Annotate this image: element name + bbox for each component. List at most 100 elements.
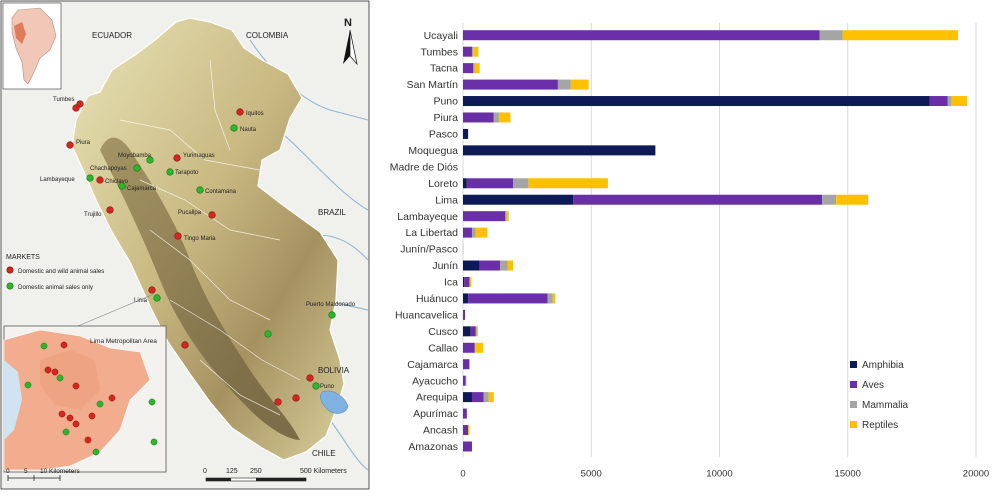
bar-tumbes-mammalia bbox=[471, 46, 474, 57]
legend-title: MARKETS bbox=[6, 254, 40, 261]
city-tumbes: Tumbes bbox=[53, 97, 74, 103]
legend-label-mammalia: Mammalia bbox=[862, 400, 909, 411]
label-colombia: COLOMBIA bbox=[246, 31, 289, 40]
bar-arequipa-amphibia bbox=[463, 392, 472, 403]
city-chachapoyas: Chachapoyas bbox=[90, 166, 127, 172]
scale-500: 500 Kilometers bbox=[300, 468, 347, 475]
city-iquitos: Iquitos bbox=[246, 111, 264, 117]
marker-contamana: Contamana bbox=[196, 186, 237, 195]
south-america-locator bbox=[2, 2, 62, 90]
category-label-ayacucho: Ayacucho bbox=[412, 375, 458, 387]
marker-pucallpa: Pucallpa bbox=[178, 210, 216, 219]
scale-125: 125 bbox=[226, 468, 238, 475]
category-label-lambayeque: Lambayeque bbox=[397, 211, 458, 223]
bar-ucayali-reptiles bbox=[842, 30, 959, 41]
bar-piura-aves bbox=[463, 112, 494, 123]
bar-pasco-amphibia bbox=[463, 128, 469, 139]
category-label-lima: Lima bbox=[435, 194, 458, 206]
x-tick-label: 5000 bbox=[581, 469, 602, 480]
marker-cusco bbox=[264, 330, 272, 338]
legend-swatch-amphibia bbox=[850, 361, 857, 368]
marker-south bbox=[181, 341, 300, 406]
category-label-madre-de-dios: Madre de Diós bbox=[390, 161, 458, 173]
chart-legend: Amphibia Aves Mammalia Reptiles bbox=[850, 360, 909, 431]
bar-ancash-aves bbox=[463, 425, 469, 436]
city-puno: Puno bbox=[320, 384, 335, 390]
inset-scale-0: 0 bbox=[6, 468, 10, 475]
bar-cajamarca-aves bbox=[463, 359, 470, 370]
city-piura: Piura bbox=[76, 140, 91, 146]
inset-scale-5: 5 bbox=[24, 468, 28, 475]
bar-tacna-aves bbox=[463, 63, 474, 74]
city-yurimaguas: Yurimaguas bbox=[183, 153, 215, 159]
x-tick-label: 15000 bbox=[835, 469, 861, 480]
bar-junin-pasco-reptiles bbox=[463, 244, 464, 255]
north-arrow-icon: N bbox=[343, 17, 358, 66]
city-tingo-maria: Tingo Maria bbox=[184, 236, 216, 242]
marker-puerto-maldonado: Puerto Maldonado bbox=[306, 302, 356, 319]
bar-piura-mammalia bbox=[493, 112, 499, 123]
legend-wild-label: Domestic and wild animal sales bbox=[18, 268, 104, 275]
bar-arequipa-aves bbox=[471, 392, 484, 403]
chart-category-labels: Ucayali Tumbes Tacna San Martín Puno Piura Pas… bbox=[390, 30, 458, 453]
category-label-apurimac: Apurímac bbox=[413, 408, 458, 420]
x-tick-label: 0 bbox=[460, 469, 465, 480]
category-label-huancavelica: Huancavelica bbox=[395, 309, 458, 321]
bar-amazonas-aves bbox=[463, 441, 472, 452]
bar-huanuco-reptiles bbox=[552, 293, 556, 304]
peru-market-map: ECUADOR COLOMBIA BRAZIL BOLIVIA CHILE N … bbox=[0, 0, 370, 490]
city-chiclayo: Chiclayo bbox=[105, 179, 129, 185]
category-label-junin: Junín bbox=[432, 260, 458, 272]
bar-huanuco-aves bbox=[468, 293, 548, 304]
lima-inset: Lima Metropolitan Area bbox=[3, 325, 167, 473]
marker-lambayeque: Lambayeque Chiclayo bbox=[40, 174, 129, 185]
inset-markers bbox=[24, 341, 158, 456]
bar-puno-reptiles bbox=[951, 96, 968, 107]
label-chile: CHILE bbox=[312, 449, 336, 458]
bar-huanuco-mammalia bbox=[547, 293, 553, 304]
x-tick-label: 10000 bbox=[706, 469, 732, 480]
category-label-tumbes: Tumbes bbox=[420, 46, 458, 58]
category-label-callao: Callao bbox=[428, 342, 458, 354]
category-label-arequipa: Arequipa bbox=[416, 392, 458, 404]
category-label-ancash: Ancash bbox=[423, 425, 458, 437]
chart-bars bbox=[463, 30, 968, 452]
bar-piura-reptiles bbox=[498, 112, 511, 123]
bar-lima-amphibia bbox=[463, 194, 574, 205]
bar-loreto-amphibia bbox=[463, 178, 467, 189]
legend-swatch-mammalia bbox=[850, 401, 857, 408]
legend-swatch-reptiles bbox=[850, 421, 857, 428]
marker-trujillo: Trujillo bbox=[84, 206, 114, 218]
scale-0: 0 bbox=[203, 468, 207, 475]
category-label-junin-pasco: Junín/Pasco bbox=[400, 244, 458, 256]
department-borders bbox=[119, 59, 301, 416]
city-tarapoto: Tarapoto bbox=[175, 170, 199, 176]
bar-cusco-amphibia bbox=[463, 326, 471, 337]
bar-lambayeque-mammalia bbox=[505, 211, 507, 222]
marker-moyobamba: Moyobamba bbox=[118, 153, 154, 164]
city-lima: Lima bbox=[134, 298, 148, 304]
inset-scale-10: 10 Kilometers bbox=[40, 468, 80, 475]
bar-ancash-reptiles bbox=[468, 425, 470, 436]
category-label-ucayali: Ucayali bbox=[424, 30, 458, 42]
legend-swatch-aves bbox=[850, 381, 857, 388]
bar-san-martin-mammalia bbox=[557, 79, 571, 90]
category-label-pasco: Pasco bbox=[429, 129, 458, 141]
category-label-puno: Puno bbox=[433, 96, 458, 108]
marker-lima: Lima bbox=[134, 286, 161, 304]
bar-lambayeque-aves bbox=[463, 211, 506, 222]
bar-callao-reptiles bbox=[475, 342, 484, 353]
legend-wild-swatch bbox=[6, 266, 14, 274]
species-by-region-chart: Ucayali Tumbes Tacna San Martín Puno Piura Pas… bbox=[390, 23, 989, 480]
label-bolivia: BOLIVIA bbox=[318, 366, 350, 375]
city-moyobamba: Moyobamba bbox=[118, 153, 152, 159]
chart-x-tick-labels: 0 5000 10000 15000 20000 bbox=[460, 469, 989, 480]
bar-apurimac-aves bbox=[463, 408, 467, 419]
bar-ica-aves bbox=[464, 276, 470, 287]
city-trujillo: Trujillo bbox=[84, 212, 102, 218]
label-brazil: BRAZIL bbox=[318, 208, 347, 217]
category-label-piura: Piura bbox=[433, 112, 458, 124]
inset-title: Lima Metropolitan Area bbox=[90, 338, 157, 345]
category-label-moquegua: Moquegua bbox=[408, 145, 458, 157]
